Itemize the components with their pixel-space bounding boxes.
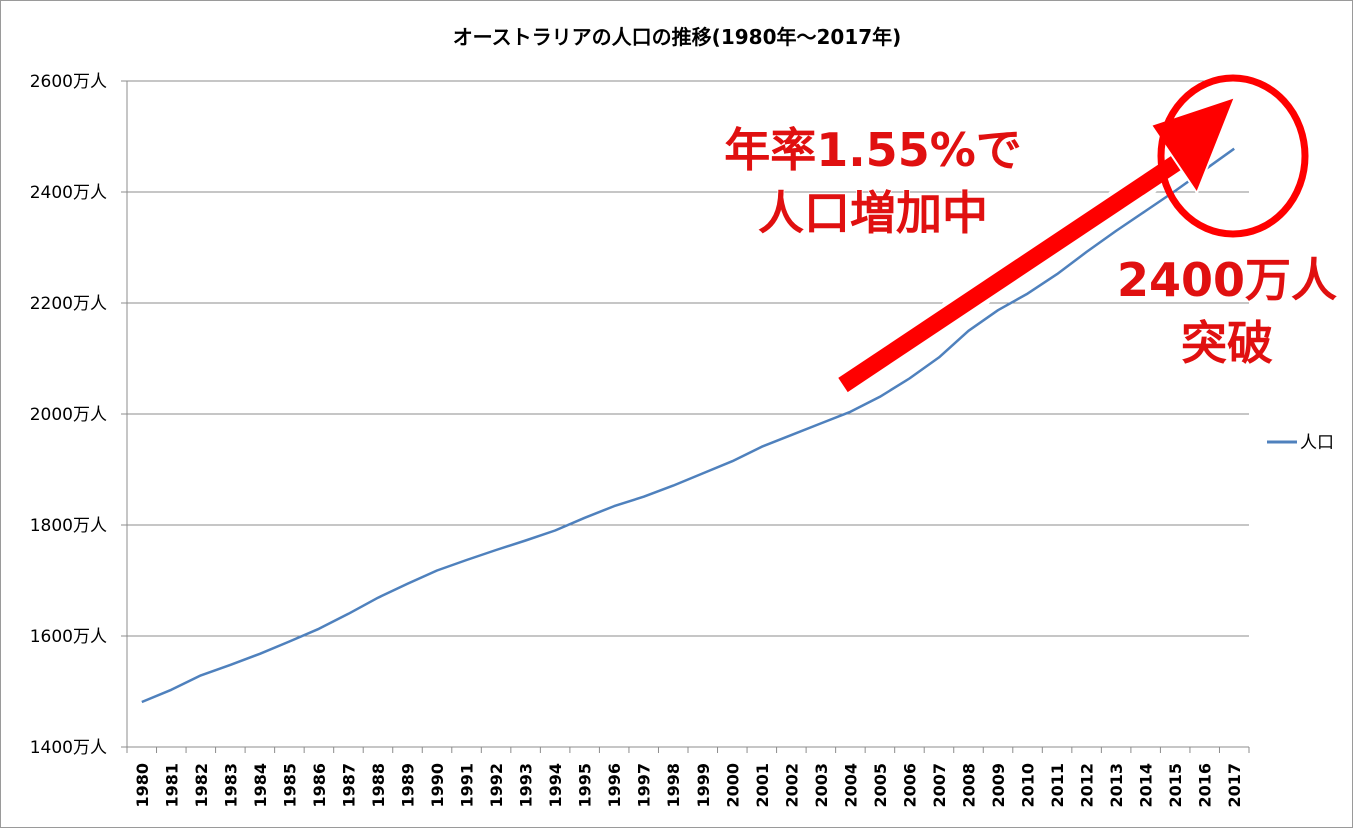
x-tick-label: 1986 (310, 763, 329, 808)
x-tick-label: 1985 (280, 763, 299, 808)
x-tick-label: 2002 (782, 763, 801, 808)
x-tick-label: 1996 (605, 763, 624, 808)
x-tick-label: 1992 (487, 763, 506, 808)
x-tick-label: 2008 (960, 763, 979, 808)
x-tick-label: 2009 (989, 763, 1008, 808)
growth-arrow-shaft (838, 153, 1184, 393)
milestone-annotation-line1: 2400万人 (1117, 253, 1337, 307)
legend: 人口 (1267, 433, 1334, 453)
x-tick-label: 1999 (694, 763, 713, 808)
x-tick-label: 1991 (458, 763, 477, 808)
y-tick-label: 2400万人 (30, 183, 107, 203)
x-tick-label: 2003 (812, 763, 831, 808)
x-tick-label: 1993 (517, 763, 536, 808)
x-tick-label: 2001 (753, 763, 772, 808)
x-tick-label: 1983 (221, 763, 240, 808)
y-tick-label: 1400万人 (30, 738, 107, 758)
y-tick-label: 1600万人 (30, 627, 107, 647)
axis-layer: 1400万人 1600万人 1800万人 2000万人 2200万人 2400万人 2600… (30, 72, 1250, 808)
x-tick-label: 1990 (428, 763, 447, 808)
x-tick-label: 2011 (1048, 763, 1067, 808)
x-tick-label: 1997 (635, 763, 654, 808)
x-tick-label: 2013 (1107, 763, 1126, 808)
x-tick-label: 1988 (369, 763, 388, 808)
y-tick-label: 1800万人 (30, 516, 107, 536)
series-line-population (141, 147, 1235, 704)
x-tick-label: 1994 (546, 763, 565, 808)
x-tick-label: 1995 (576, 763, 595, 808)
x-tick-label: 1982 (192, 763, 211, 808)
series-layer (141, 147, 1235, 704)
x-tick-label: 2005 (871, 763, 890, 808)
growth-annotation-line1: 年率1.55%で (724, 123, 1022, 177)
x-tick-label: 2015 (1166, 763, 1185, 808)
x-tick-label: 2010 (1019, 763, 1038, 808)
x-tick-label: 1984 (251, 763, 270, 808)
y-tick-label: 2600万人 (30, 72, 107, 92)
y-tick-label: 2200万人 (30, 294, 107, 314)
x-tick-label: 2014 (1137, 763, 1156, 808)
chart-title: オーストラリアの人口の推移(1980年～2017年) (453, 25, 902, 49)
y-tick-label: 2000万人 (30, 405, 107, 425)
x-tick-label: 1998 (664, 763, 683, 808)
x-tick-label: 1989 (399, 763, 418, 808)
x-tick-label: 2006 (900, 763, 919, 808)
x-tick-label: 1987 (339, 763, 358, 808)
x-tick-label: 2004 (841, 763, 860, 808)
milestone-annotation-line2: 突破 (1181, 316, 1273, 370)
x-tick-label: 2000 (723, 763, 742, 808)
x-tick-label: 1981 (162, 763, 181, 808)
x-tick-label: 2017 (1225, 763, 1244, 808)
x-tick-label: 2012 (1078, 763, 1097, 808)
x-tick-label: 1980 (133, 763, 152, 808)
grid-layer (127, 80, 1249, 637)
highlight-circle (1157, 74, 1309, 238)
growth-annotation-line2: 人口増加中 (758, 186, 988, 240)
x-tick-label: 2016 (1196, 763, 1215, 808)
x-tick-label: 2007 (930, 763, 949, 808)
legend-label: 人口 (1300, 433, 1334, 453)
